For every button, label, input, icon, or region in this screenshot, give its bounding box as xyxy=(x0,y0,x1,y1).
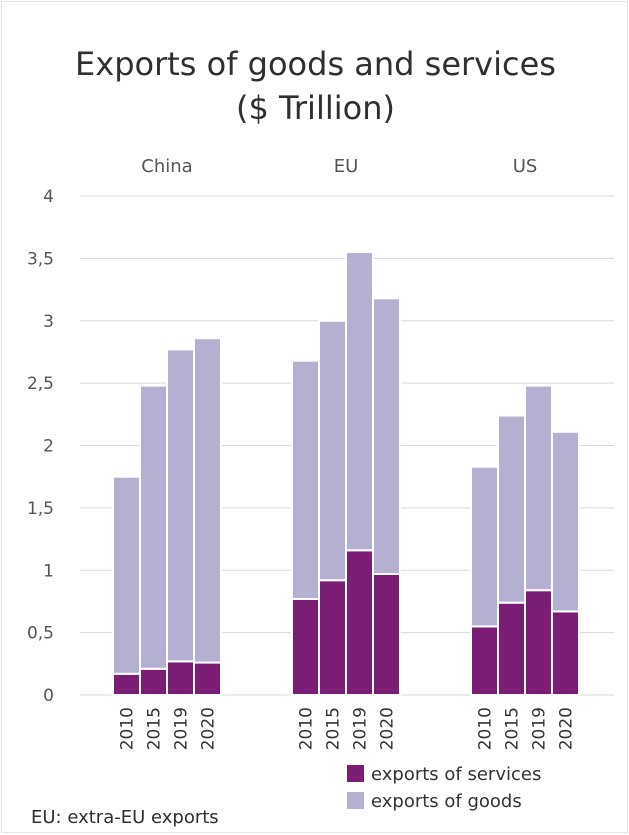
bar-goods xyxy=(112,475,141,675)
bar-goods xyxy=(524,384,553,592)
bar-goods xyxy=(372,297,401,575)
y-tick-label: 3,5 xyxy=(27,249,54,269)
bar-services xyxy=(193,661,222,697)
x-tick-label: 2015 xyxy=(503,707,523,750)
x-tick-label: 2010 xyxy=(118,707,138,750)
bar-services xyxy=(497,601,526,696)
bar-goods xyxy=(345,251,374,552)
y-tick-label: 0,5 xyxy=(27,624,54,644)
group-label: EU xyxy=(334,156,359,177)
group-label: China xyxy=(141,156,192,177)
bar-services xyxy=(318,579,347,696)
x-tick-label: 2019 xyxy=(351,707,371,750)
legend-swatch-goods xyxy=(347,792,364,809)
bar-goods xyxy=(291,359,320,600)
bar-services xyxy=(291,597,320,697)
group-label: US xyxy=(513,156,538,177)
bar-goods xyxy=(551,430,580,613)
y-tick-label: 4 xyxy=(43,187,54,207)
x-tick-label: 2020 xyxy=(378,707,398,750)
chart-title: Exports of goods and services xyxy=(75,45,556,83)
y-tick-label: 1,5 xyxy=(27,499,54,519)
y-tick-label: 2 xyxy=(43,437,54,457)
legend-label: exports of goods xyxy=(371,791,522,812)
bar-goods xyxy=(193,337,222,664)
bar-services xyxy=(372,572,401,696)
y-tick-label: 1 xyxy=(43,561,54,581)
bar-services xyxy=(139,667,168,696)
x-tick-label: 2019 xyxy=(172,707,192,750)
x-tick-label: 2010 xyxy=(476,707,496,750)
chart-subtitle: ($ Trillion) xyxy=(236,89,395,127)
footnote: EU: extra-EU exports xyxy=(31,807,219,828)
bar-goods xyxy=(166,348,195,663)
bar-services xyxy=(551,610,580,696)
bar-goods xyxy=(318,319,347,582)
bar-goods xyxy=(497,414,526,604)
bar-services xyxy=(112,672,141,696)
x-tick-label: 2015 xyxy=(145,707,165,750)
y-tick-label: 3 xyxy=(43,312,54,332)
bar-goods xyxy=(139,384,168,670)
bar-services xyxy=(524,589,553,697)
x-tick-label: 2020 xyxy=(199,707,219,750)
bar-goods xyxy=(470,465,499,628)
x-tick-label: 2015 xyxy=(324,707,344,750)
bar-services xyxy=(166,660,195,697)
chart-title-block: Exports of goods and services ($ Trillio… xyxy=(2,42,629,130)
x-tick-label: 2019 xyxy=(530,707,550,750)
bar-services xyxy=(470,625,499,697)
legend-swatch-services xyxy=(347,765,364,782)
y-tick-label: 2,5 xyxy=(27,374,54,394)
x-tick-label: 2020 xyxy=(557,707,577,750)
y-tick-label: 0 xyxy=(43,686,54,706)
x-tick-label: 2010 xyxy=(297,707,317,750)
bar-services xyxy=(345,549,374,696)
legend-label: exports of services xyxy=(371,764,541,785)
